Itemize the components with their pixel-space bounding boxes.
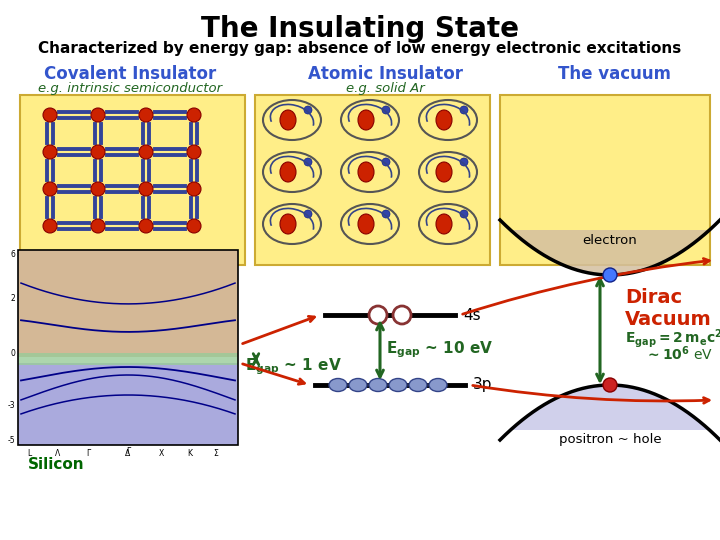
Text: $\mathbf{E_{gap} = 2\,m_e c^2}$: $\mathbf{E_{gap} = 2\,m_e c^2}$: [625, 327, 720, 350]
Text: 3p: 3p: [473, 377, 492, 393]
Text: $\mathbf{E_{gap}}$ ~ 1 eV: $\mathbf{E_{gap}}$ ~ 1 eV: [245, 357, 342, 377]
Circle shape: [43, 219, 57, 233]
Text: Covalent Insulator: Covalent Insulator: [44, 65, 216, 83]
Ellipse shape: [369, 379, 387, 392]
Text: The Insulating State: The Insulating State: [201, 15, 519, 43]
Bar: [18, 363, 238, 445]
Ellipse shape: [358, 110, 374, 130]
Text: Atomic Insulator: Atomic Insulator: [307, 65, 462, 83]
Circle shape: [382, 210, 390, 218]
Circle shape: [43, 108, 57, 122]
Ellipse shape: [280, 162, 296, 182]
Ellipse shape: [329, 379, 347, 392]
Text: Γ: Γ: [126, 447, 130, 456]
Text: electron: electron: [582, 234, 637, 247]
Circle shape: [187, 108, 201, 122]
Ellipse shape: [436, 214, 452, 234]
Text: 4s: 4s: [463, 307, 481, 322]
FancyBboxPatch shape: [255, 95, 490, 265]
Ellipse shape: [349, 379, 367, 392]
Ellipse shape: [280, 214, 296, 234]
Circle shape: [382, 106, 390, 114]
Ellipse shape: [409, 379, 427, 392]
Circle shape: [139, 219, 153, 233]
Text: K: K: [187, 449, 192, 458]
Circle shape: [304, 106, 312, 114]
Text: X: X: [158, 449, 163, 458]
Text: 0: 0: [10, 349, 15, 358]
Text: $\mathbf{E_{gap}}$ ~ 10 eV: $\mathbf{E_{gap}}$ ~ 10 eV: [386, 340, 493, 360]
Circle shape: [460, 106, 468, 114]
Text: positron ~ hole: positron ~ hole: [559, 433, 661, 446]
Ellipse shape: [436, 110, 452, 130]
Text: Σ: Σ: [214, 449, 218, 458]
Circle shape: [382, 158, 390, 166]
Circle shape: [187, 182, 201, 196]
Bar: [18, 250, 238, 445]
Ellipse shape: [429, 379, 447, 392]
Circle shape: [393, 306, 411, 324]
Circle shape: [91, 219, 105, 233]
FancyBboxPatch shape: [20, 95, 245, 265]
Circle shape: [43, 182, 57, 196]
Circle shape: [187, 219, 201, 233]
Ellipse shape: [389, 379, 407, 392]
Ellipse shape: [280, 110, 296, 130]
Ellipse shape: [358, 214, 374, 234]
Circle shape: [187, 145, 201, 159]
Circle shape: [603, 378, 617, 392]
Circle shape: [460, 210, 468, 218]
Text: Λ: Λ: [55, 449, 60, 458]
Circle shape: [91, 108, 105, 122]
Circle shape: [460, 158, 468, 166]
Bar: [18, 353, 238, 365]
FancyBboxPatch shape: [500, 95, 710, 265]
Text: Γ: Γ: [86, 449, 91, 458]
Circle shape: [369, 306, 387, 324]
Text: Δ: Δ: [125, 449, 130, 458]
Ellipse shape: [436, 162, 452, 182]
Circle shape: [304, 158, 312, 166]
Circle shape: [43, 145, 57, 159]
Circle shape: [91, 145, 105, 159]
Text: Characterized by energy gap: absence of low energy electronic excitations: Characterized by energy gap: absence of …: [38, 41, 682, 56]
Text: Dirac
Vacuum: Dirac Vacuum: [625, 288, 712, 329]
Circle shape: [603, 268, 617, 282]
Text: $\mathbf{\sim 10^6}$ eV: $\mathbf{\sim 10^6}$ eV: [645, 344, 713, 362]
Circle shape: [91, 182, 105, 196]
Circle shape: [139, 145, 153, 159]
Ellipse shape: [358, 162, 374, 182]
Text: The vacuum: The vacuum: [559, 65, 672, 83]
Bar: [18, 250, 238, 357]
Text: Silicon: Silicon: [28, 457, 85, 472]
Circle shape: [304, 210, 312, 218]
Text: L: L: [27, 449, 31, 458]
Text: -3: -3: [7, 402, 15, 410]
Text: 6: 6: [10, 250, 15, 259]
Text: e.g. solid Ar: e.g. solid Ar: [346, 82, 424, 95]
Text: -5: -5: [7, 436, 15, 445]
Circle shape: [139, 182, 153, 196]
Text: e.g. intrinsic semiconductor: e.g. intrinsic semiconductor: [38, 82, 222, 95]
Circle shape: [139, 108, 153, 122]
Text: 2: 2: [10, 294, 15, 303]
